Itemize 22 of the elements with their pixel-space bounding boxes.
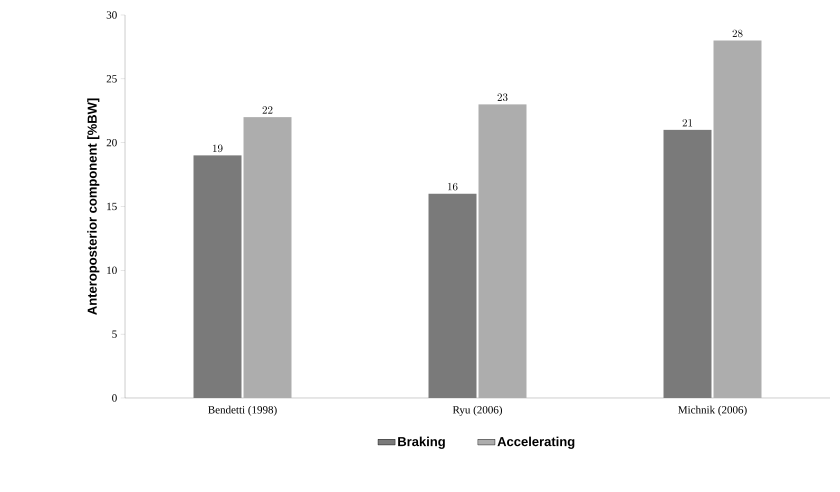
y-axis-title: Anteroposterior component [%BW]	[87, 98, 100, 315]
legend-label: Accelerating	[497, 436, 574, 449]
x-tick-label: Michnik (2006)	[678, 406, 747, 416]
x-tick-label: Bendetti (1998)	[208, 406, 277, 416]
y-tick-label: 10	[107, 266, 117, 274]
x-tick-label: Ryu (2006)	[452, 406, 502, 416]
bar	[478, 104, 527, 398]
bar	[244, 117, 292, 398]
legend-label: Braking	[398, 436, 445, 449]
y-tick-label: 5	[112, 330, 117, 338]
bar	[714, 40, 762, 398]
data-label: 23	[498, 94, 508, 102]
data-label: 21	[682, 119, 692, 126]
data-label: 22	[262, 106, 272, 114]
data-label: 28	[732, 30, 742, 38]
y-tick-label: 30	[106, 11, 117, 19]
y-tick-label: 15	[107, 202, 117, 210]
data-label: 19	[213, 144, 223, 152]
data-label: 16	[448, 182, 458, 190]
y-tick-label: 20	[106, 138, 117, 146]
y-tick-label: 25	[106, 75, 117, 83]
y-tick-label: 0	[112, 394, 117, 402]
